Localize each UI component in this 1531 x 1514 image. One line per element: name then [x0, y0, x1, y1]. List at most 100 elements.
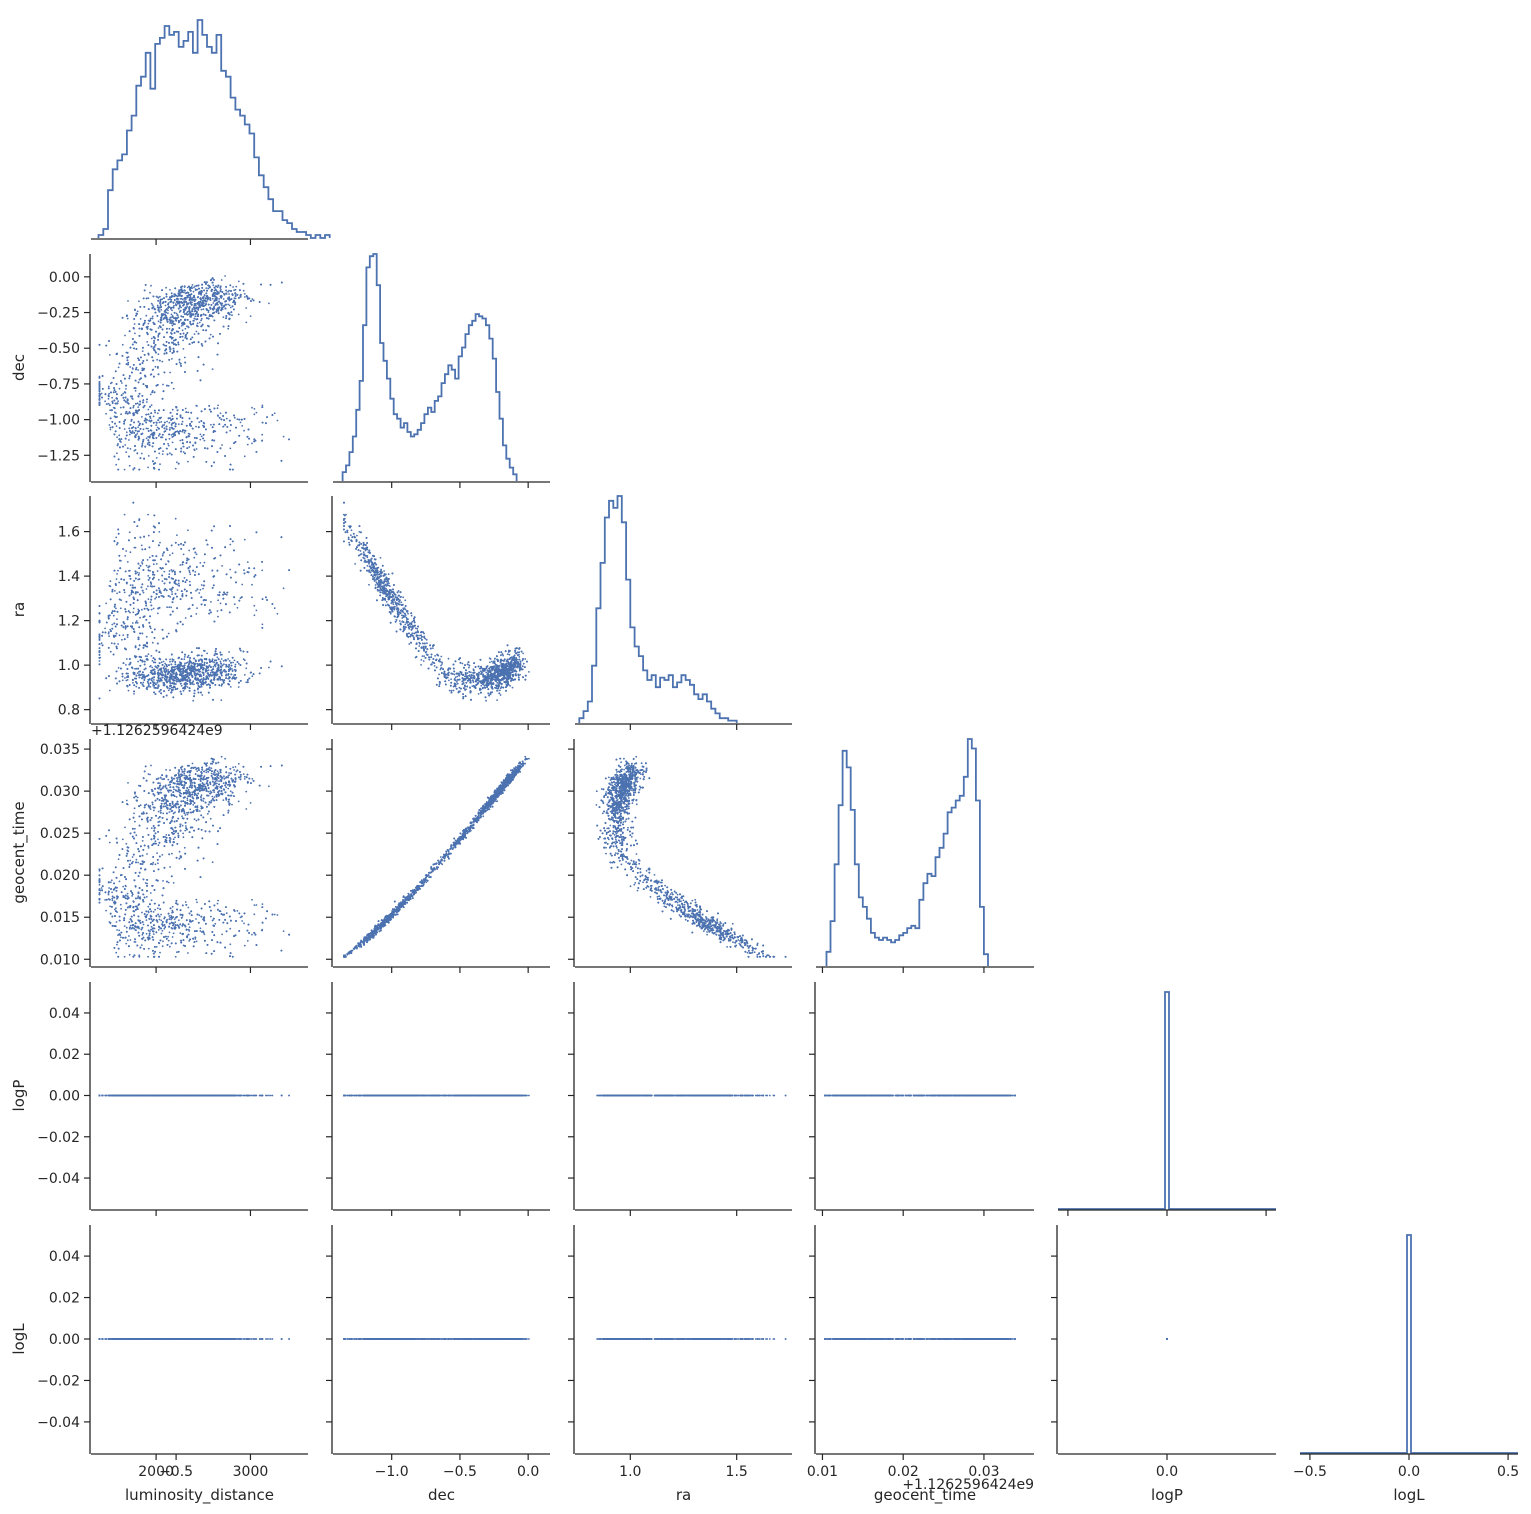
scatter-point: [146, 386, 148, 388]
scatter-point: [182, 323, 185, 326]
scatter-point: [98, 401, 101, 404]
scatter-point: [194, 315, 197, 318]
scatter-point: [214, 291, 216, 294]
scatter-point: [181, 409, 184, 411]
scatter-point: [260, 283, 262, 286]
scatter-point: [111, 409, 113, 412]
scatter-point: [98, 376, 101, 379]
scatter-point: [138, 424, 141, 426]
scatter-point: [217, 615, 219, 618]
scatter-point: [98, 392, 101, 395]
scatter-point: [126, 314, 128, 317]
scatter-point: [220, 699, 223, 701]
scatter-point: [170, 381, 173, 384]
scatter-point: [159, 302, 162, 304]
scatter-point: [253, 408, 256, 410]
scatter-point: [198, 421, 201, 423]
scatter-point: [239, 421, 242, 424]
scatter-point: [192, 699, 195, 702]
scatter-point: [146, 325, 149, 328]
scatter-point: [132, 327, 135, 329]
scatter-point: [147, 308, 150, 310]
scatter-point: [220, 418, 223, 421]
scatter-point: [123, 422, 125, 425]
scatter-point: [110, 642, 113, 645]
scatter-point: [205, 428, 207, 431]
scatter-point: [147, 322, 150, 325]
scatter-point: [195, 425, 197, 428]
scatter-point: [178, 361, 181, 364]
scatter-point: [125, 384, 127, 387]
scatter-point: [143, 419, 146, 422]
scatter-point: [156, 304, 159, 307]
scatter-point: [221, 302, 223, 305]
scatter-point: [153, 375, 155, 378]
scatter-point: [98, 387, 101, 389]
scatter-point: [205, 281, 208, 284]
scatter-point: [201, 302, 204, 305]
scatter-point: [146, 333, 149, 336]
scatter-point: [196, 318, 199, 320]
scatter-point: [166, 321, 169, 323]
scatter-point: [156, 612, 159, 615]
scatter-point: [220, 685, 223, 687]
scatter-point: [171, 321, 174, 324]
scatter-point: [114, 402, 117, 405]
scatter-point: [172, 347, 175, 350]
scatter-point: [199, 433, 202, 436]
scatter-point: [217, 292, 220, 294]
scatter-point: [191, 308, 194, 311]
scatter-point: [161, 289, 164, 291]
hist-panel-luminosity_distance: [91, 19, 331, 245]
scatter-point: [132, 468, 135, 471]
scatter-point: [255, 609, 258, 612]
scatter-point: [204, 297, 207, 300]
scatter-point: [197, 313, 200, 316]
scatter-point: [168, 327, 171, 330]
scatter-point: [146, 359, 148, 362]
scatter-point: [143, 306, 146, 308]
scatter-point: [213, 306, 215, 309]
y-tick-label: −0.50: [37, 341, 80, 357]
scatter-point: [221, 291, 224, 293]
scatter-point: [149, 405, 151, 408]
scatter-point: [261, 433, 264, 436]
scatter-point: [215, 285, 217, 288]
scatter-point: [183, 291, 185, 294]
scatter-point: [186, 319, 189, 321]
scatter-point: [141, 367, 144, 370]
scatter-point: [176, 534, 178, 536]
scatter-point: [213, 430, 216, 432]
scatter-point: [136, 310, 139, 313]
scatter-point: [239, 293, 242, 296]
scatter-point: [123, 468, 126, 471]
scatter-point: [107, 631, 110, 634]
scatter-point: [175, 330, 178, 333]
scatter-point: [149, 393, 152, 396]
scatter-point: [121, 355, 124, 357]
scatter-point: [194, 441, 197, 444]
scatter-point: [107, 402, 110, 405]
scatter-point: [228, 293, 231, 295]
scatter-point: [156, 412, 159, 415]
scatter-point: [193, 341, 196, 344]
scatter-point: [199, 379, 202, 382]
scatter-point: [141, 562, 144, 565]
scatter-point: [157, 435, 160, 437]
scatter-point: [180, 365, 183, 367]
scatter-point: [125, 451, 128, 454]
scatter-point: [171, 324, 174, 327]
scatter-point: [229, 543, 232, 546]
scatter-point: [258, 301, 261, 303]
scatter-point: [233, 297, 236, 300]
scatter-point: [156, 570, 159, 572]
scatter-point: [167, 669, 170, 671]
scatter-point: [157, 299, 160, 302]
scatter-point: [220, 309, 223, 312]
scatter-point: [148, 436, 151, 439]
scatter-point: [230, 311, 233, 314]
scatter-point: [186, 313, 189, 316]
scatter-point: [203, 439, 206, 442]
scatter-point: [113, 590, 116, 592]
scatter-point: [199, 297, 202, 299]
